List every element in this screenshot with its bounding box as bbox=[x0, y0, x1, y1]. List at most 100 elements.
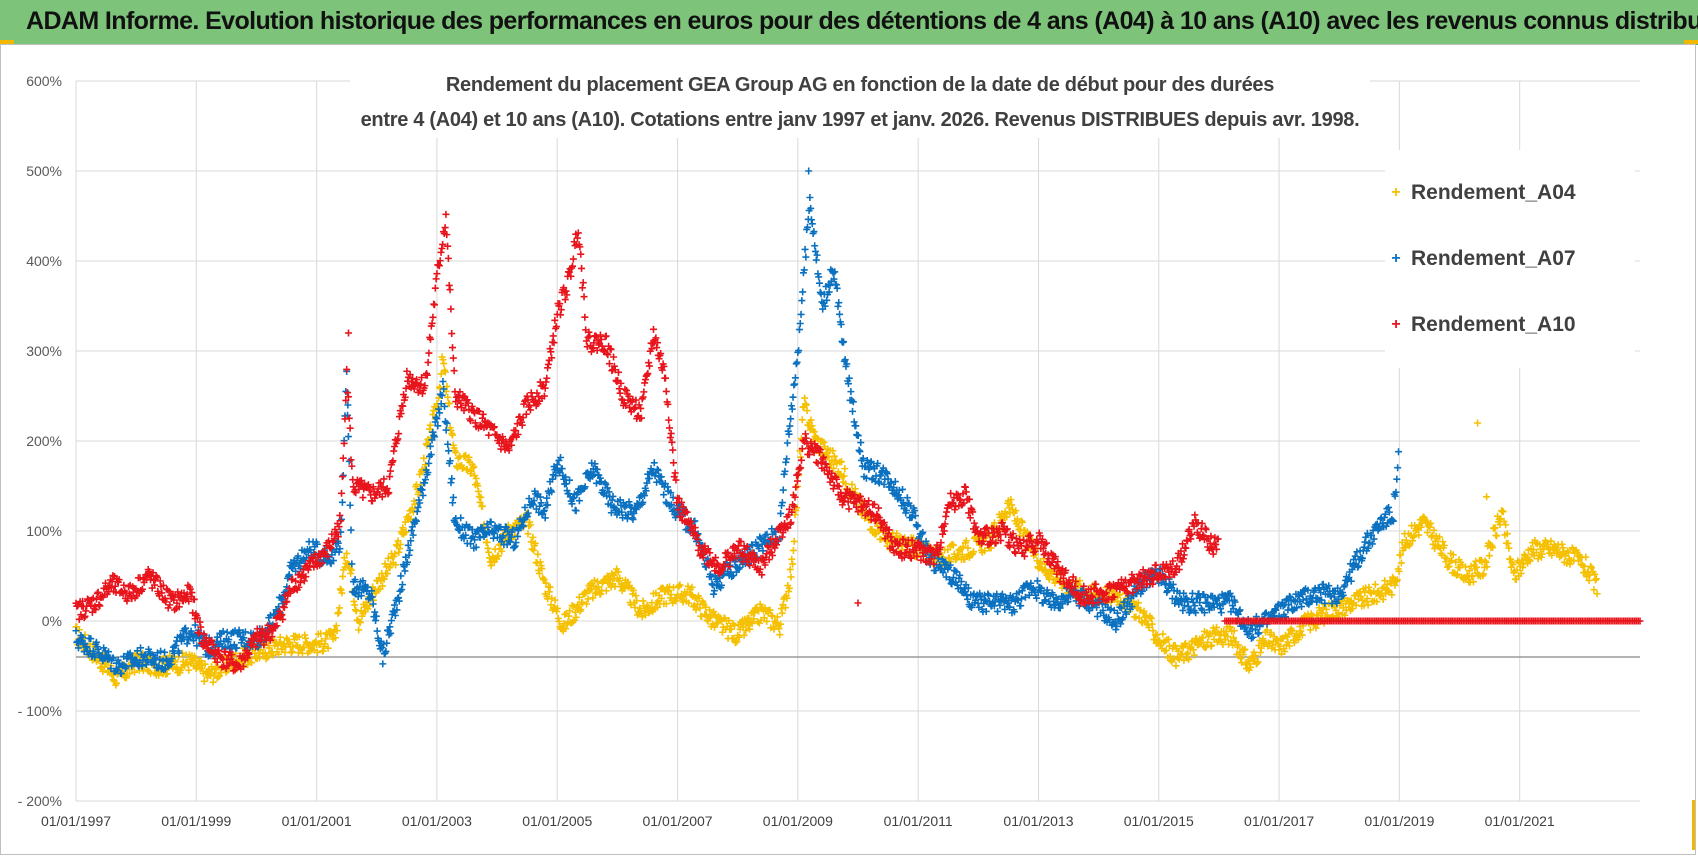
point-Rendement_A10-728 bbox=[662, 374, 670, 382]
point-Rendement_A04-387 bbox=[383, 570, 391, 578]
point-Rendement_A04-861 bbox=[766, 606, 774, 614]
point-Rendement_A04-571 bbox=[533, 559, 541, 567]
point-Rendement_A04-674 bbox=[616, 574, 624, 582]
point-Rendement_A04-1336 bbox=[1148, 620, 1156, 628]
point-Rendement_A04-434 bbox=[421, 461, 429, 469]
point-Rendement_A10-355 bbox=[359, 494, 367, 502]
point-Rendement_A04-329 bbox=[336, 585, 344, 593]
point-Rendement_A07-961 bbox=[847, 388, 855, 396]
point-Rendement_A04-769 bbox=[692, 606, 700, 614]
point-Rendement_A04-1552 bbox=[1322, 605, 1330, 613]
point-Rendement_A10-330 bbox=[338, 473, 346, 481]
point-Rendement_A07-946 bbox=[835, 299, 843, 307]
point-Rendement_A04-618 bbox=[571, 608, 579, 616]
point-Rendement_A07-901 bbox=[799, 288, 807, 296]
point-Rendement_A04-732 bbox=[662, 600, 670, 608]
point-Rendement_A07-947 bbox=[836, 310, 844, 318]
point-Rendement_A04-1319 bbox=[1134, 599, 1142, 607]
point-Rendement_A10-451 bbox=[437, 248, 445, 256]
point-Rendement_A04-598 bbox=[555, 617, 563, 625]
point-Rendement_A04-684 bbox=[624, 578, 632, 586]
point-Rendement_A04-1337 bbox=[1149, 627, 1157, 635]
point-Rendement_A10-1071 bbox=[939, 530, 947, 538]
point-Rendement_A07-437 bbox=[425, 459, 433, 467]
point-Rendement_A10-582 bbox=[544, 364, 552, 372]
point-Rendement_A04-1174 bbox=[1018, 517, 1026, 525]
point-Rendement_A04-1438 bbox=[1230, 627, 1238, 635]
point-Rendement_A10-1110 bbox=[970, 519, 978, 527]
data-points bbox=[72, 167, 1644, 689]
point-Rendement_A04-569 bbox=[531, 539, 539, 547]
point-Rendement_A04-332 bbox=[339, 572, 347, 580]
point-Rendement_A04-857 bbox=[763, 617, 771, 625]
point-Rendement_A04-1381 bbox=[1185, 655, 1193, 663]
point-Rendement_A04-574 bbox=[535, 569, 543, 577]
point-Rendement_A04-1567 bbox=[1334, 609, 1342, 617]
point-Rendement_A04-876 bbox=[778, 609, 786, 617]
point-Rendement_A04-421 bbox=[411, 500, 419, 508]
point-Rendement_A07-1600 bbox=[1361, 538, 1369, 546]
point-Rendement_A04-1491 bbox=[1273, 636, 1281, 644]
point-Rendement_A04-1167 bbox=[1012, 507, 1020, 515]
point-Rendement_A07-460 bbox=[444, 440, 452, 448]
point-Rendement_A04-1108 bbox=[964, 544, 972, 552]
point-Rendement_A04-365 bbox=[365, 602, 373, 610]
point-Rendement_A07-340 bbox=[347, 526, 355, 534]
point-Rendement_A04-50 bbox=[113, 679, 121, 687]
point-Rendement_A04-928 bbox=[820, 438, 828, 446]
point-Rendement_A04-632 bbox=[583, 600, 591, 608]
point-Rendement_A07-935 bbox=[826, 281, 834, 289]
point-Rendement_A04-691 bbox=[629, 587, 637, 595]
point-Rendement_A04-623 bbox=[575, 593, 583, 601]
point-Rendement_A04-1353 bbox=[1162, 646, 1170, 654]
point-Rendement_A07-910 bbox=[806, 193, 814, 201]
point-Rendement_A07-403 bbox=[397, 572, 405, 580]
point-Rendement_A10-619 bbox=[573, 234, 581, 242]
point-Rendement_A04-354 bbox=[356, 618, 364, 626]
point-Rendement_A10-604 bbox=[561, 296, 569, 304]
point-Rendement_A04-383 bbox=[380, 575, 388, 583]
point-Rendement_A04-451 bbox=[436, 383, 444, 391]
point-Rendement_A10-702 bbox=[641, 379, 649, 387]
point-Rendement_A04-1332 bbox=[1145, 624, 1153, 632]
point-Rendement_A04-493 bbox=[470, 463, 478, 471]
point-Rendement_A04-662 bbox=[606, 576, 614, 584]
point-Rendement_A10-955 bbox=[845, 505, 853, 513]
point-Rendement_A07-962 bbox=[848, 396, 856, 404]
series-rendement-a07 bbox=[72, 167, 1403, 678]
point-Rendement_A04-593 bbox=[551, 596, 559, 604]
point-Rendement_A04-721 bbox=[653, 603, 661, 611]
point-Rendement_A04-46 bbox=[109, 676, 117, 684]
point-Rendement_A07-330 bbox=[338, 498, 346, 506]
point-Rendement_A04-30 bbox=[96, 664, 104, 672]
point-Rendement_A10-703 bbox=[641, 376, 649, 384]
point-Rendement_A10-435 bbox=[424, 358, 432, 366]
point-Rendement_A04-572 bbox=[534, 550, 542, 558]
point-Rendement_A04-587 bbox=[546, 583, 554, 591]
point-Rendement_A07-916 bbox=[811, 242, 819, 250]
point-Rendement_A07-887 bbox=[787, 402, 795, 410]
point-Rendement_A07-388 bbox=[385, 631, 393, 639]
point-Rendement_A04-140 bbox=[185, 666, 193, 674]
point-Rendement_A04-634 bbox=[584, 595, 592, 603]
point-Rendement_A04-1504 bbox=[1284, 638, 1292, 646]
point-Rendement_A04-1604 bbox=[1364, 601, 1372, 609]
point-Rendement_A07-391 bbox=[387, 617, 395, 625]
point-Rendement_A04-1416 bbox=[1213, 623, 1221, 631]
point-Rendement_A04-148 bbox=[191, 655, 199, 663]
point-Rendement_A04-1889 bbox=[1592, 575, 1600, 583]
point-Rendement_A04-1380 bbox=[1184, 649, 1192, 657]
point-Rendement_A04-453 bbox=[437, 370, 445, 378]
point-Rendement_A04-308 bbox=[319, 647, 327, 655]
point-Rendement_A10-636 bbox=[587, 348, 595, 356]
point-Rendement_A04-342 bbox=[347, 569, 355, 577]
point-Rendement_A04-410 bbox=[402, 528, 410, 536]
point-Rendement_A07-1640 bbox=[1394, 464, 1402, 472]
point-Rendement_A04-1162 bbox=[1008, 501, 1016, 509]
point-Rendement_A04-403 bbox=[396, 540, 404, 548]
point-Rendement_A04-381 bbox=[379, 582, 387, 590]
point-Rendement_A10-581 bbox=[543, 374, 551, 382]
point-Rendement_A07-1016 bbox=[891, 478, 899, 486]
point-Rendement_A04-396 bbox=[391, 550, 399, 558]
point-Rendement_A04-810 bbox=[725, 617, 733, 625]
